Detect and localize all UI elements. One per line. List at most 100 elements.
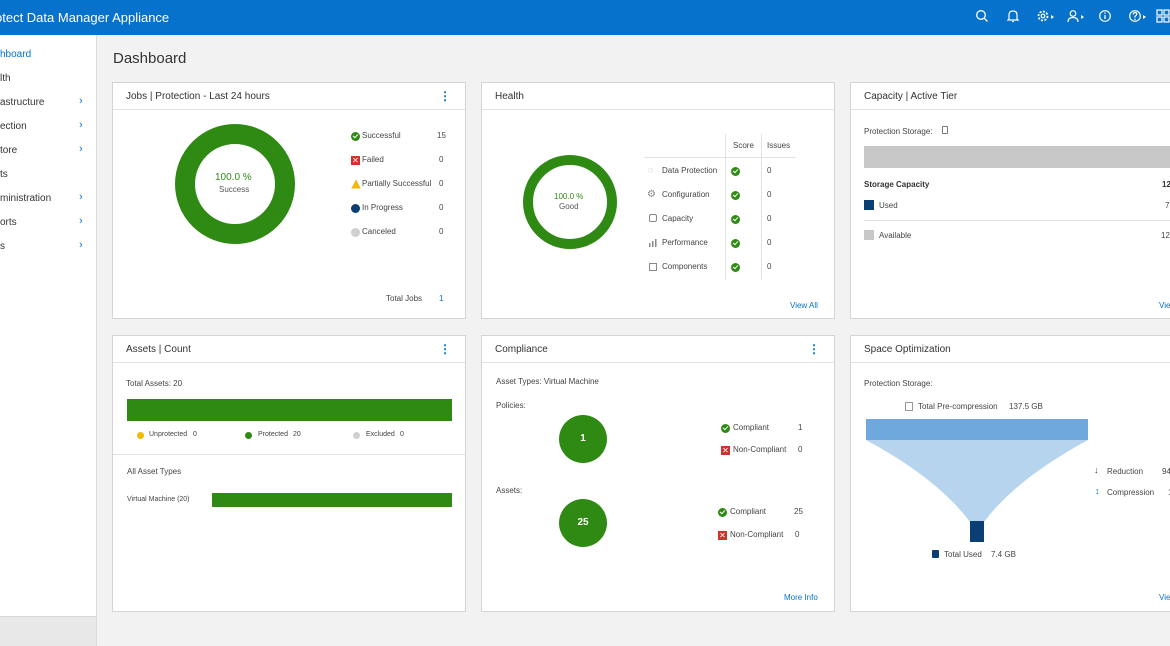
kebab-menu-icon[interactable]: ⋮ bbox=[439, 342, 451, 356]
gear-icon[interactable] bbox=[1036, 9, 1054, 27]
sidebar-item-tools[interactable]: s › bbox=[0, 236, 96, 260]
performance-icon bbox=[649, 239, 657, 247]
info-icon[interactable] bbox=[1098, 9, 1116, 27]
sidebar-item-restore[interactable]: tore › bbox=[0, 140, 96, 164]
compression-icon: ↕ bbox=[1095, 486, 1100, 496]
user-icon[interactable] bbox=[1066, 9, 1084, 27]
sidebar-item-health[interactable]: lth bbox=[0, 68, 96, 92]
card-header: Jobs | Protection - Last 24 hours ⋮ bbox=[113, 83, 465, 110]
capacity-bar bbox=[864, 146, 1170, 168]
total-used-value: 7.4 GB bbox=[991, 550, 1016, 559]
assets-circle: 25 bbox=[559, 499, 607, 547]
success-icon bbox=[731, 263, 740, 272]
used-label: Used bbox=[879, 201, 898, 210]
jobs-row-value: 0 bbox=[439, 155, 444, 164]
assets-bar bbox=[127, 399, 452, 421]
success-icon bbox=[731, 191, 740, 200]
compression-value: 1 bbox=[1168, 488, 1170, 497]
used-value: 7 bbox=[1165, 201, 1170, 210]
sidebar-item-label: tore bbox=[0, 145, 18, 156]
jobs-row-value: 0 bbox=[439, 203, 444, 212]
sidebar-item-reports[interactable]: orts › bbox=[0, 212, 96, 236]
card-header: Compliance ⋮ bbox=[482, 336, 834, 363]
document-icon bbox=[905, 402, 913, 411]
reduction-value: 94 bbox=[1162, 467, 1170, 476]
assets-label: Assets: bbox=[496, 486, 523, 495]
health-row-label: Components bbox=[662, 262, 708, 271]
sidebar-item-administration[interactable]: ministration › bbox=[0, 188, 96, 212]
compliance-row-value: 0 bbox=[798, 445, 803, 454]
legend-label: Unprotected bbox=[149, 431, 188, 438]
policies-circle: 1 bbox=[559, 415, 607, 463]
card-title: Assets | Count bbox=[126, 344, 191, 355]
divider bbox=[644, 157, 796, 158]
health-percent: 100.0 % bbox=[554, 192, 584, 201]
vm-bar bbox=[212, 493, 452, 507]
sidebar-item-protection[interactable]: ection › bbox=[0, 116, 96, 140]
divider bbox=[761, 134, 762, 280]
apps-grid-icon[interactable] bbox=[1156, 9, 1170, 27]
compliance-row-value: 25 bbox=[794, 507, 803, 516]
chevron-right-icon: › bbox=[79, 191, 83, 203]
kebab-menu-icon[interactable]: ⋮ bbox=[808, 342, 820, 356]
jobs-percent: 100.0 % bbox=[215, 172, 252, 183]
help-icon[interactable] bbox=[1128, 9, 1146, 27]
health-row-issues: 0 bbox=[767, 166, 772, 175]
divider bbox=[725, 134, 726, 280]
jobs-row-value: 0 bbox=[439, 227, 444, 236]
total-jobs-value[interactable]: 1 bbox=[439, 294, 444, 303]
card-header: Health bbox=[482, 83, 834, 110]
health-row-issues: 0 bbox=[767, 238, 772, 247]
card-header: Assets | Count ⋮ bbox=[113, 336, 465, 363]
legend-value: 20 bbox=[293, 431, 301, 438]
success-icon bbox=[731, 239, 740, 248]
sidebar-item-label: hboard bbox=[0, 49, 32, 60]
reduction-label: Reduction bbox=[1107, 467, 1144, 476]
chevron-right-icon: › bbox=[79, 95, 83, 107]
sidebar-item-label: ection bbox=[0, 121, 27, 132]
capacity-icon bbox=[649, 214, 657, 222]
card-header: Space Optimization bbox=[851, 336, 1170, 363]
components-icon bbox=[649, 263, 657, 271]
health-card: Health 100.0 % Good Score Issues ◌ Data … bbox=[481, 82, 835, 319]
shield-check-icon: ◌ bbox=[648, 165, 654, 175]
search-icon[interactable] bbox=[975, 9, 993, 27]
jobs-row-label: Successful bbox=[362, 131, 401, 140]
sidebar-item-dashboard[interactable]: hboard bbox=[0, 44, 96, 68]
success-icon bbox=[351, 132, 360, 141]
total-used-label: Total Used bbox=[944, 550, 982, 559]
more-info-link[interactable]: More Info bbox=[784, 593, 818, 602]
view-all-link[interactable]: View All bbox=[790, 301, 818, 310]
divider bbox=[864, 220, 1170, 221]
assets-card: Assets | Count ⋮ Total Assets: 20 Unprote… bbox=[112, 335, 466, 612]
health-row-issues: 0 bbox=[767, 262, 772, 271]
compliance-row-label: Compliant bbox=[733, 423, 770, 432]
kebab-menu-icon[interactable]: ⋮ bbox=[439, 89, 451, 103]
health-status: Good bbox=[559, 202, 579, 211]
compression-label: Compression bbox=[1107, 488, 1155, 497]
jobs-status: Success bbox=[219, 185, 250, 194]
health-row-label: Configuration bbox=[662, 190, 710, 199]
health-row-issues: 0 bbox=[767, 214, 772, 223]
failed-icon: ✕ bbox=[718, 531, 727, 540]
gear-icon: ⚙ bbox=[647, 189, 656, 200]
used-swatch bbox=[864, 200, 874, 210]
warning-icon bbox=[351, 179, 361, 189]
sidebar-item-label: astructure bbox=[0, 97, 45, 108]
view-link[interactable]: Vie bbox=[1159, 593, 1170, 602]
sidebar-item-infrastructure[interactable]: astructure › bbox=[0, 92, 96, 116]
bell-icon[interactable] bbox=[1006, 9, 1024, 27]
card-title: Health bbox=[495, 91, 524, 102]
success-icon bbox=[721, 424, 730, 433]
asset-types: Asset Types: Virtual Machine bbox=[496, 377, 599, 386]
sidebar-item-alerts[interactable]: ts bbox=[0, 164, 96, 188]
card-title: Space Optimization bbox=[864, 344, 951, 355]
sidebar-item-label: lth bbox=[0, 73, 11, 84]
chevron-right-icon: › bbox=[79, 143, 83, 155]
excluded-icon bbox=[353, 432, 360, 439]
protection-storage-label: Protection Storage: bbox=[864, 379, 933, 388]
view-link[interactable]: Vie bbox=[1159, 301, 1170, 310]
sidebar-footer bbox=[0, 616, 96, 646]
chevron-right-icon: › bbox=[79, 239, 83, 251]
health-row-label: Performance bbox=[662, 238, 708, 247]
